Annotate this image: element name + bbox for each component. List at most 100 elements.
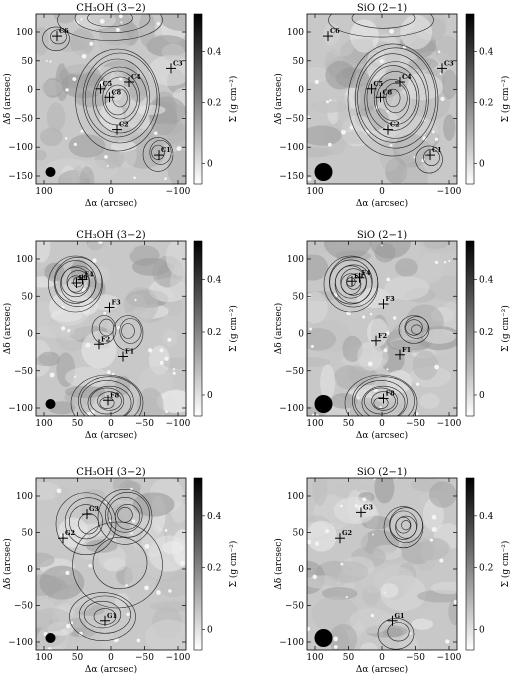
contour-line [149, 139, 172, 165]
y-axis-label: Δδ (arcsec) [273, 303, 284, 355]
colorbar-tick-label: 0 [207, 625, 213, 635]
colorbar-tick-label: 0.4 [207, 512, 222, 522]
contours [55, 489, 163, 641]
marker-label: F1 [125, 348, 134, 356]
x-tick-label: −100 [437, 419, 462, 429]
y-tick-label: −50 [14, 602, 33, 612]
x-tick-label: 50 [72, 653, 84, 663]
x-tick-label: 100 [35, 187, 52, 197]
contours [323, 255, 430, 416]
contour-line [387, 622, 410, 642]
marker-c3: C3 [166, 59, 183, 74]
contour-line [69, 504, 103, 540]
marker-label: C8 [112, 88, 122, 96]
colorbar-label: Σ (g cm⁻²) [500, 541, 511, 588]
contour-line [385, 88, 401, 108]
beam-circle [314, 395, 333, 413]
x-tick-label: 50 [72, 419, 84, 429]
contour-line [404, 316, 429, 339]
contour-line [99, 318, 115, 337]
panel-title: CH₃OH (3−2) [76, 3, 145, 14]
colorbar [193, 240, 203, 417]
x-tick-label: −50 [406, 653, 425, 663]
y-tick-label: −50 [14, 114, 33, 124]
x-tick-label: −100 [166, 187, 191, 197]
panel-title: SiO (2−1) [357, 230, 407, 241]
contour-line [323, 255, 379, 313]
x-tick-label: 100 [35, 419, 52, 429]
colorbar-tick-label: 0 [479, 625, 485, 635]
marker-label: F9 [354, 272, 364, 280]
x-tick-label: 0 [379, 653, 385, 663]
marker-label: F8 [386, 390, 396, 398]
contour-line [340, 268, 367, 296]
contour-line [347, 43, 439, 157]
contour-line [80, 380, 134, 416]
contour-line [48, 255, 103, 313]
x-tick-label: −100 [166, 419, 191, 429]
x-tick-label: 50 [343, 653, 355, 663]
x-axis-label: Δα (arcsec) [356, 430, 408, 441]
marker-g2: G2 [335, 529, 352, 544]
contour-line [82, 52, 158, 144]
marker-c8: C8 [375, 88, 393, 103]
contour-line [119, 318, 142, 344]
x-axis-label: Δα (arcsec) [356, 198, 408, 209]
marker-label: C1 [432, 146, 442, 154]
colorbar-tick-label: 0 [479, 391, 485, 401]
y-tick-label: 0 [298, 330, 304, 340]
marker-label: C2 [390, 121, 400, 129]
x-tick-label: −50 [135, 419, 154, 429]
colorbar [465, 477, 475, 651]
colorbar-label: Σ (g cm⁻²) [228, 541, 239, 588]
contour-line [57, 14, 163, 41]
map-texture [36, 241, 186, 416]
contour-line [92, 536, 148, 590]
x-tick-label: 0 [108, 419, 114, 429]
y-axis-label: Δδ (arcsec) [273, 538, 284, 590]
marker-label: C8 [383, 88, 393, 96]
marker-label: G2 [65, 529, 75, 537]
contour-line [89, 387, 125, 415]
y-tick-label: 100 [287, 28, 304, 38]
colorbar-label: Σ (g cm⁻²) [500, 305, 511, 352]
contours [48, 255, 144, 416]
contour-line [91, 315, 117, 344]
marker-label: C4 [131, 73, 141, 81]
marker-c4: C4 [395, 73, 412, 87]
contour-line [329, 256, 378, 308]
beam-circle [314, 629, 333, 647]
y-tick-label: 100 [16, 28, 33, 38]
panel-title: SiO (2−1) [357, 3, 407, 14]
colorbar-tick-label: 0.4 [479, 512, 494, 522]
marker-c2: C2 [383, 121, 400, 135]
marker-label: F2 [101, 335, 110, 343]
y-tick-label: −50 [14, 367, 33, 377]
contour-line [107, 497, 143, 533]
y-tick-label: −100 [279, 404, 304, 414]
contour-line [352, 376, 415, 416]
contour-line [395, 515, 417, 539]
contour-line [415, 145, 443, 174]
colorbar [465, 240, 475, 417]
marker-label: C5 [103, 80, 113, 88]
y-tick-label: 0 [298, 565, 304, 575]
marker-f8: F8 [378, 390, 396, 404]
marker-c5: C5 [95, 80, 113, 94]
marker-c3: C3 [437, 59, 454, 74]
contour-line [53, 256, 103, 308]
contour-line [151, 144, 165, 160]
marker-label: G2 [342, 529, 352, 537]
x-tick-label: 0 [108, 653, 114, 663]
marker-f3: F3 [378, 295, 395, 309]
contour-line [83, 600, 122, 629]
colorbar-tick-label: 0.2 [479, 328, 493, 338]
contour-line [112, 88, 128, 108]
marker-label: F1 [402, 346, 411, 354]
contour-line [423, 149, 440, 166]
x-axis-label: Δα (arcsec) [85, 430, 137, 441]
y-axis-label: Δδ (arcsec) [2, 303, 13, 355]
colorbar-tick-label: 0.4 [479, 47, 494, 57]
